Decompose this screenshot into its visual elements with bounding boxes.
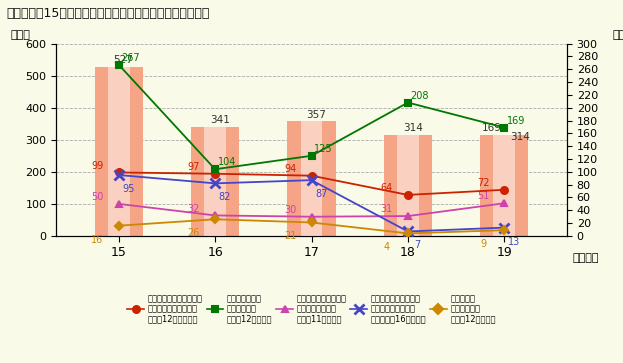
Text: 314: 314 (510, 132, 530, 142)
Text: 169: 169 (506, 116, 525, 126)
Text: 第１－２－15図　危険物施設等に関する措置命令等の推移: 第１－２－15図 危険物施設等に関する措置命令等の推移 (6, 7, 209, 20)
Text: 94: 94 (284, 164, 297, 174)
Text: （数）: （数） (613, 30, 623, 40)
Bar (287, 122, 336, 236)
Bar (397, 135, 419, 236)
Bar (384, 135, 432, 236)
Text: 267: 267 (121, 53, 140, 63)
Bar (204, 127, 226, 236)
Text: 314: 314 (403, 123, 422, 133)
Text: 31: 31 (381, 204, 393, 214)
Text: 72: 72 (477, 178, 489, 188)
Text: 527: 527 (113, 55, 133, 65)
Text: 169: 169 (482, 123, 502, 133)
Text: 357: 357 (307, 110, 326, 119)
Text: 341: 341 (210, 115, 230, 125)
Text: 87: 87 (315, 189, 327, 199)
Text: 104: 104 (217, 157, 236, 167)
Text: 7: 7 (414, 240, 421, 250)
Bar (301, 122, 322, 236)
Text: 50: 50 (92, 192, 103, 202)
Bar (493, 135, 515, 236)
Text: 30: 30 (284, 205, 297, 215)
Text: 208: 208 (410, 91, 429, 101)
Text: 13: 13 (508, 237, 520, 246)
Text: 95: 95 (122, 184, 135, 194)
Text: 26: 26 (188, 228, 200, 238)
Legend: 製造所等の位置、構造、
設備に関する措置命令
（法第12条第２項）, 製造所等の緊急
使用停止命令
（法第12条の３）, 危険物の貯蔵・取扱い
に関する遵守命令: 製造所等の位置、構造、 設備に関する措置命令 （法第12条第２項）, 製造所等の… (127, 294, 496, 324)
Text: 4: 4 (384, 242, 390, 252)
Text: 125: 125 (314, 144, 333, 154)
Text: 97: 97 (188, 162, 200, 172)
Text: 82: 82 (219, 192, 231, 202)
Bar (191, 127, 239, 236)
Bar (95, 67, 143, 236)
Bar (480, 135, 528, 236)
Text: 32: 32 (188, 204, 200, 213)
Text: 16: 16 (92, 234, 103, 245)
Text: （年度）: （年度） (572, 253, 599, 263)
Text: 21: 21 (284, 232, 297, 241)
Text: （数）: （数） (10, 30, 30, 40)
Text: 99: 99 (92, 160, 103, 171)
Bar (108, 67, 130, 236)
Text: 64: 64 (381, 183, 393, 193)
Text: 51: 51 (477, 191, 489, 201)
Text: 9: 9 (480, 239, 486, 249)
